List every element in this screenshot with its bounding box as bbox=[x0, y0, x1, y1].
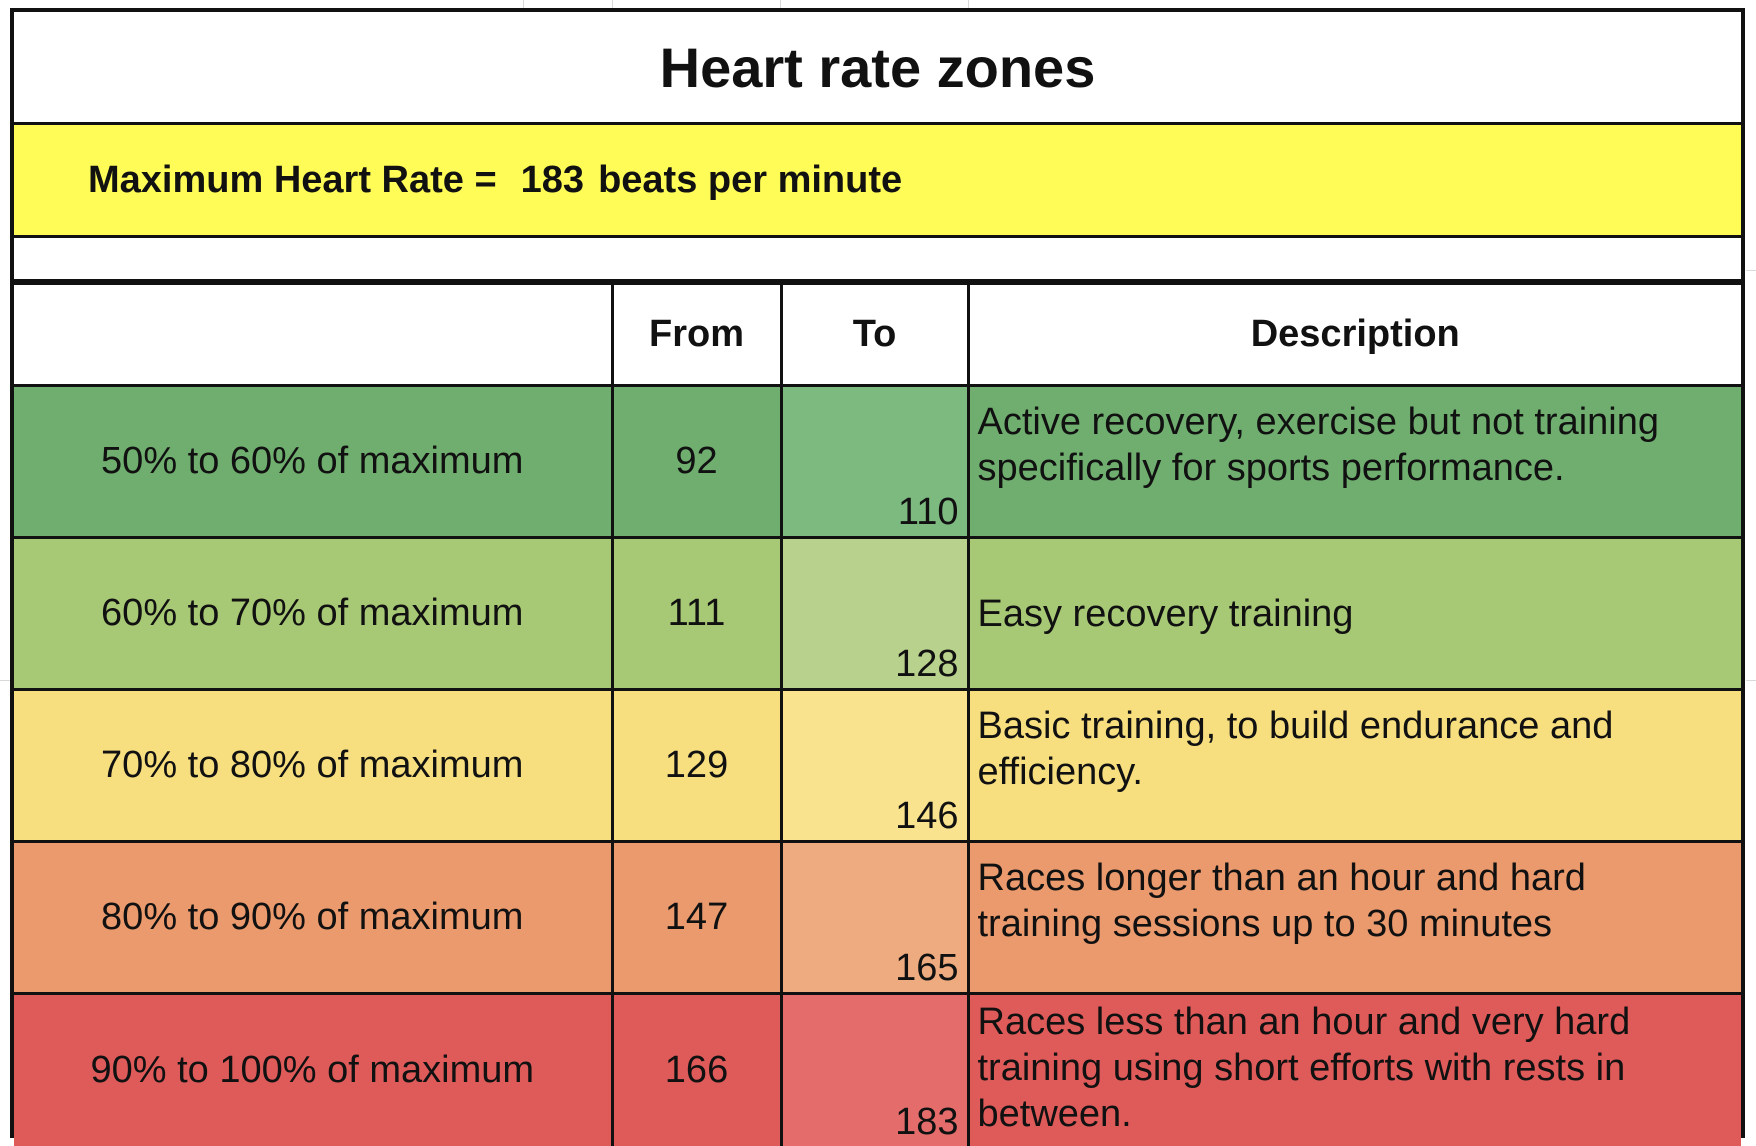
table-row: 80% to 90% of maximum 147 165 Races long… bbox=[14, 840, 1741, 995]
description-cell[interactable]: Easy recovery training bbox=[966, 536, 1741, 691]
to-bpm-cell[interactable]: 183 bbox=[779, 992, 970, 1146]
to-bpm-cell[interactable]: 128 bbox=[779, 536, 970, 691]
header-cell-description[interactable]: Description bbox=[966, 282, 1741, 387]
to-bpm-cell[interactable]: 146 bbox=[779, 688, 970, 843]
empty-row[interactable] bbox=[14, 238, 1741, 282]
table-row: 90% to 100% of maximum 166 183 Races les… bbox=[14, 992, 1741, 1146]
header-cell-zone[interactable] bbox=[14, 282, 614, 387]
sheet-title: Heart rate zones bbox=[659, 35, 1096, 99]
header-cell-from[interactable]: From bbox=[610, 282, 783, 387]
sheet-gridline bbox=[0, 680, 10, 681]
sheet-gridline bbox=[1746, 270, 1756, 271]
zone-range-cell[interactable]: 70% to 80% of maximum bbox=[14, 688, 614, 843]
to-bpm-cell[interactable]: 110 bbox=[779, 384, 970, 539]
table-row: 70% to 80% of maximum 129 146 Basic trai… bbox=[14, 688, 1741, 843]
heart-rate-sheet: Heart rate zones Maximum Heart Rate = 18… bbox=[10, 8, 1745, 1146]
table-row: 50% to 60% of maximum 92 110 Active reco… bbox=[14, 384, 1741, 539]
description-cell[interactable]: Races less than an hour and very hard tr… bbox=[966, 992, 1741, 1146]
from-bpm-cell[interactable]: 147 bbox=[610, 840, 783, 995]
title-cell[interactable]: Heart rate zones bbox=[14, 12, 1741, 125]
table-header-row: From To Description bbox=[14, 282, 1741, 387]
description-cell[interactable]: Races longer than an hour and hard train… bbox=[966, 840, 1741, 995]
sheet-gridline bbox=[968, 0, 969, 8]
header-cell-to[interactable]: To bbox=[779, 282, 970, 387]
max-heart-rate-cell[interactable]: Maximum Heart Rate = 183 beats per minut… bbox=[14, 125, 1741, 238]
sheet-gridline bbox=[780, 0, 781, 8]
zone-range-cell[interactable]: 80% to 90% of maximum bbox=[14, 840, 614, 995]
max-hr-label: Maximum Heart Rate = bbox=[88, 158, 497, 201]
zone-range-cell[interactable]: 50% to 60% of maximum bbox=[14, 384, 614, 539]
description-cell[interactable]: Active recovery, exercise but not traini… bbox=[966, 384, 1741, 539]
zone-range-cell[interactable]: 60% to 70% of maximum bbox=[14, 536, 614, 691]
zones-table: From To Description 50% to 60% of maximu… bbox=[14, 282, 1741, 1146]
from-bpm-cell[interactable]: 166 bbox=[610, 992, 783, 1146]
from-bpm-cell[interactable]: 111 bbox=[610, 536, 783, 691]
sheet-gridline bbox=[523, 0, 524, 8]
sheet-gridline bbox=[612, 0, 613, 8]
description-cell[interactable]: Basic training, to build endurance and e… bbox=[966, 688, 1741, 843]
max-hr-value: 183 bbox=[520, 158, 585, 201]
from-bpm-cell[interactable]: 92 bbox=[610, 384, 783, 539]
zone-range-cell[interactable]: 90% to 100% of maximum bbox=[14, 992, 614, 1146]
to-bpm-cell[interactable]: 165 bbox=[779, 840, 970, 995]
table-row: 60% to 70% of maximum 111 128 Easy recov… bbox=[14, 536, 1741, 691]
from-bpm-cell[interactable]: 129 bbox=[610, 688, 783, 843]
sheet-gridline bbox=[1746, 680, 1756, 681]
max-hr-unit: beats per minute bbox=[598, 158, 903, 201]
